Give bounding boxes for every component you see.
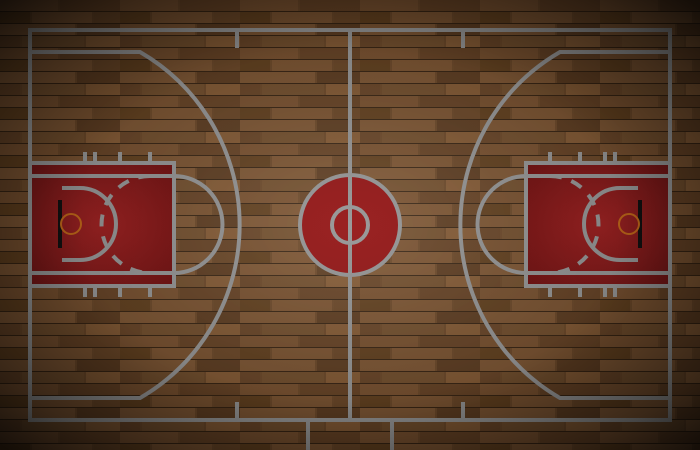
vignette-overlay [0,0,700,450]
basketball-court-scene [0,0,700,450]
basketball-court [0,0,700,450]
